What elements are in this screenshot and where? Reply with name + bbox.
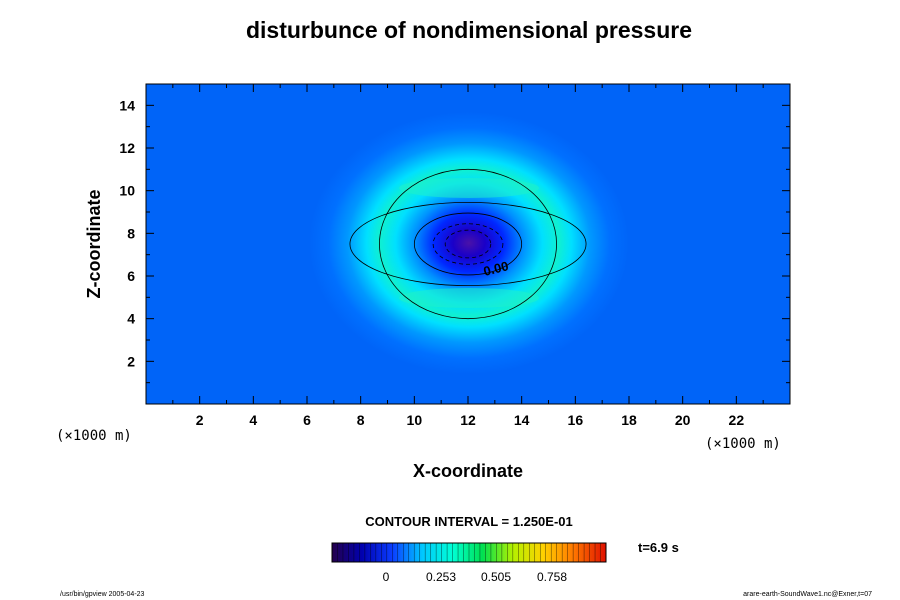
x-axis: 2 4 6 8 10 12 14 16 18 20 22 <box>172 84 764 428</box>
x-tick-label: 16 <box>568 412 584 428</box>
contour-outer-vertical <box>379 168 557 320</box>
footer-left: /usr/bin/gpview 2005-04-23 <box>60 591 145 598</box>
x-tick-label: 4 <box>249 412 257 428</box>
field-shading <box>309 112 629 374</box>
plot-area: 0.00 <box>146 84 790 404</box>
y-tick-label: 8 <box>127 225 135 241</box>
y-tick-label: 4 <box>127 311 135 327</box>
colorbar-tick-label: 0.253 <box>426 570 456 584</box>
x-axis-label: X-coordinate <box>413 461 523 481</box>
colorbar-segments <box>337 543 601 562</box>
contour-outer-horizontal <box>349 201 587 286</box>
contour-negative <box>432 223 504 265</box>
ring-lower-highlight <box>399 288 539 308</box>
x-tick-label: 12 <box>460 412 476 428</box>
x-tick-label: 8 <box>357 412 365 428</box>
x-axis-unit: (×1000 m) <box>705 436 781 452</box>
contour-zero <box>413 212 523 276</box>
contour-lines: 0.00 <box>349 168 587 320</box>
y-tick-label: 10 <box>119 183 135 199</box>
x-tick-label: 20 <box>675 412 691 428</box>
x-tick-label: 10 <box>407 412 423 428</box>
y-axis: 2 4 6 8 10 12 14 <box>119 97 790 384</box>
x-tick-label: 2 <box>196 412 204 428</box>
colorbar-tick-label: 0 <box>383 570 390 584</box>
x-tick-label: 6 <box>303 412 311 428</box>
x-tick-label: 22 <box>729 412 745 428</box>
contour-line-label: 0.00 <box>482 258 510 279</box>
colorbar: 0 0.253 0.505 0.758 <box>331 542 607 584</box>
y-axis-unit: (×1000 m) <box>56 428 132 444</box>
colorbar-tick-label: 0.758 <box>537 570 567 584</box>
chart-title: disturbunce of nondimensional pressure <box>246 17 692 43</box>
time-label: t=6.9 s <box>638 540 679 555</box>
footer-right: arare-earth-SoundWave1.nc@Exner,t=07 <box>743 591 872 598</box>
colorbar-tick-label: 0.505 <box>481 570 511 584</box>
contour-negative <box>444 229 492 259</box>
x-tick-label: 18 <box>621 412 637 428</box>
y-tick-label: 6 <box>127 268 135 284</box>
y-axis-label: Z-coordinate <box>84 189 104 298</box>
y-tick-label: 2 <box>127 353 135 369</box>
colorbar-ticks: 0 0.253 0.505 0.758 <box>383 570 568 584</box>
y-tick-label: 14 <box>119 97 135 113</box>
colorbar-frame <box>331 542 607 563</box>
ring-upper-highlight <box>399 178 539 198</box>
contour-interval-label: CONTOUR INTERVAL = 1.250E-01 <box>365 514 572 529</box>
y-tick-label: 12 <box>119 140 135 156</box>
x-tick-label: 14 <box>514 412 530 428</box>
